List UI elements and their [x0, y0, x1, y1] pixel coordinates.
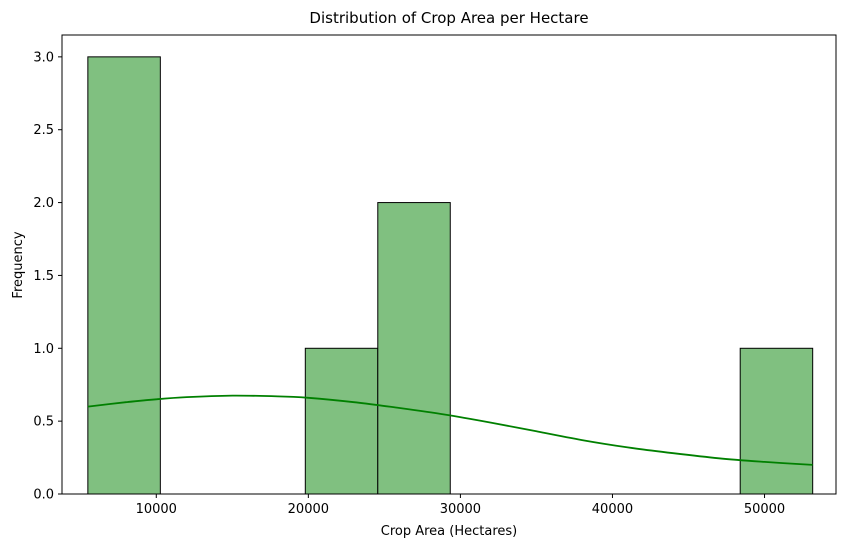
x-tick-label: 40000: [592, 502, 633, 517]
x-tick-label: 50000: [744, 502, 785, 517]
x-tick-label: 30000: [440, 502, 481, 517]
plot-frame: [61, 34, 837, 495]
histogram-bar: [377, 202, 451, 495]
y-axis-label: Frequency: [11, 231, 26, 298]
y-tick-label: 2.5: [33, 123, 54, 138]
y-axis-ticks: 0.0 0.5 1.0 1.5 2.0 2.5 3.0: [33, 50, 62, 503]
y-tick-label: 1.0: [33, 342, 54, 357]
histogram-bar: [87, 56, 161, 495]
y-tick-label: 0.0: [33, 488, 54, 503]
y-tick-label: 3.0: [33, 50, 54, 65]
x-axis-label: Crop Area (Hectares): [381, 524, 517, 539]
x-tick-label: 20000: [288, 502, 329, 517]
y-tick-label: 0.5: [33, 415, 54, 430]
histogram-bar: [739, 347, 814, 495]
x-axis-ticks: 10000 20000 30000 40000 50000: [136, 494, 785, 517]
x-tick-label: 10000: [136, 502, 177, 517]
chart-title: Distribution of Crop Area per Hectare: [309, 9, 588, 27]
kde-curve: [87, 394, 813, 466]
histogram-bar: [304, 347, 379, 495]
y-tick-label: 1.5: [33, 269, 54, 284]
y-tick-label: 2.0: [33, 196, 54, 211]
bars-group: [87, 56, 814, 495]
